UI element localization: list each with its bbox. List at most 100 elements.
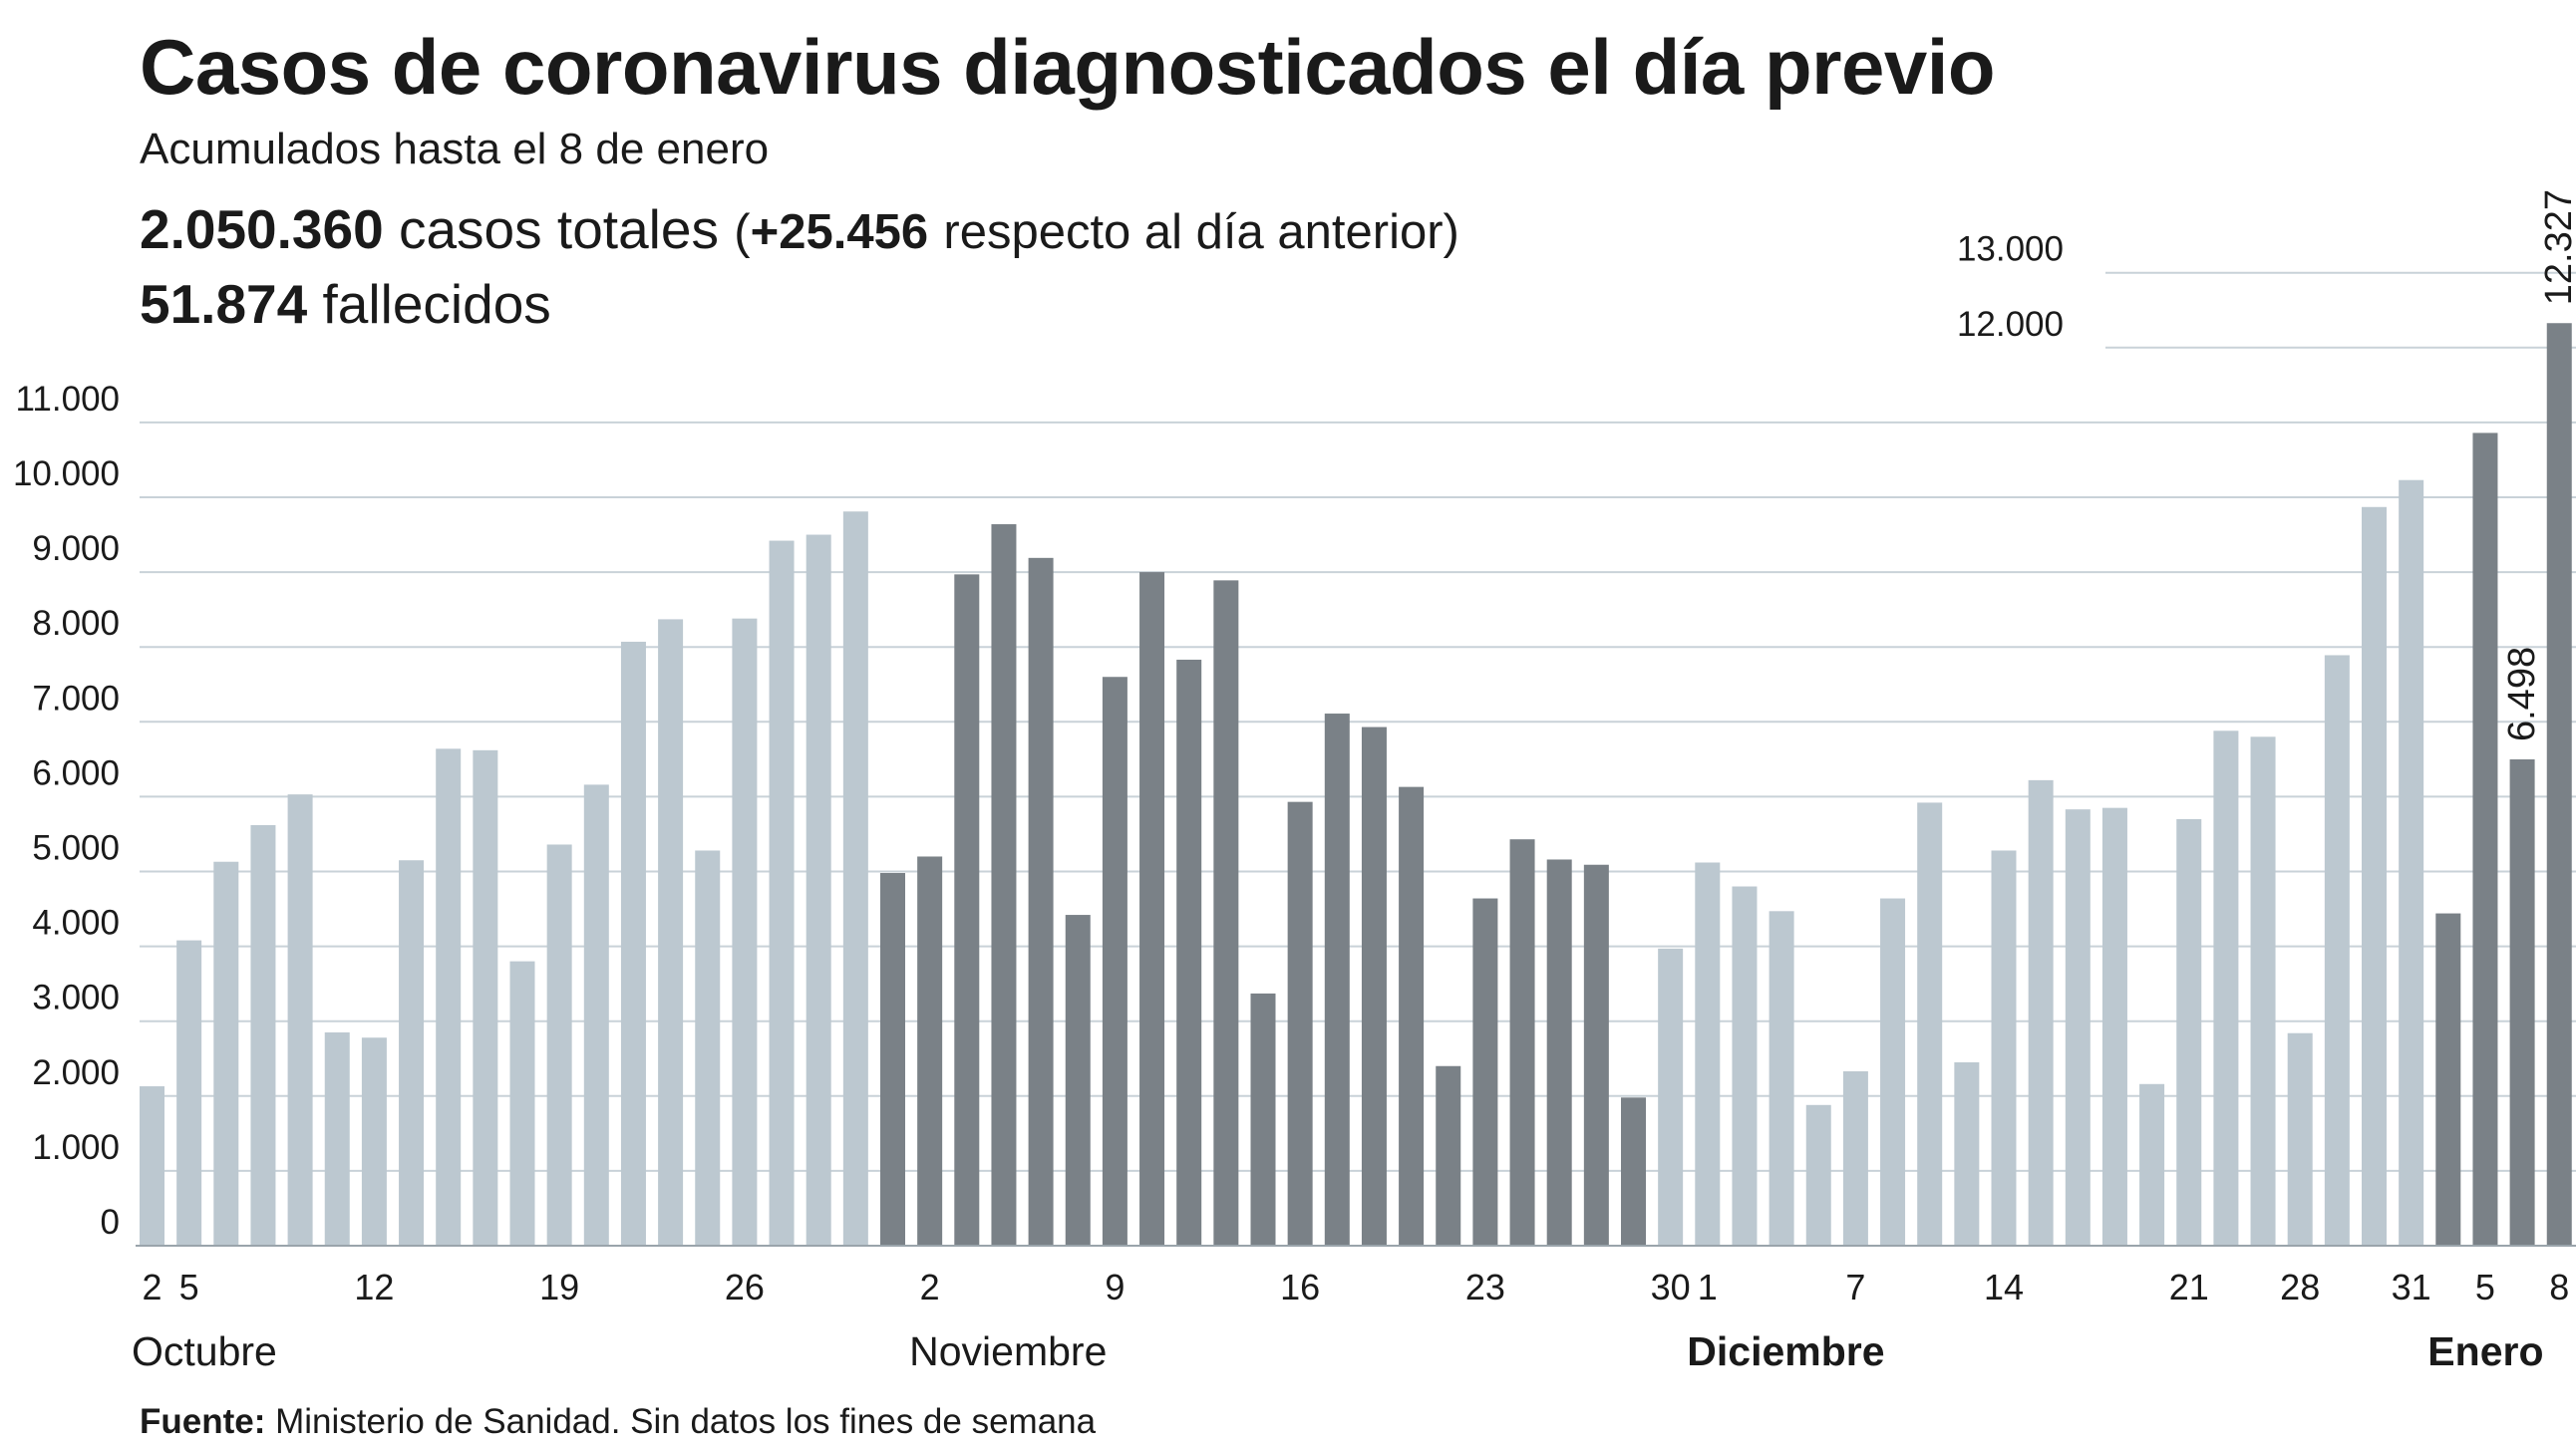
- bar: [954, 574, 980, 1246]
- deaths-value: 51.874: [140, 273, 308, 335]
- y-tick-label: 11.000: [16, 380, 120, 419]
- total-cases-label: casos totales: [398, 198, 719, 260]
- x-tick-label: 19: [539, 1267, 579, 1307]
- bar: [436, 748, 462, 1246]
- daily-increase-value: +25.456: [750, 205, 929, 259]
- bar: [620, 641, 646, 1246]
- bar: [2287, 1032, 2313, 1246]
- bar: [213, 861, 239, 1246]
- y-tick-label: 2.000: [32, 1053, 120, 1092]
- bar: [1805, 1104, 1831, 1246]
- bar: [1399, 786, 1425, 1246]
- bar: [1509, 839, 1535, 1246]
- bar: [546, 844, 572, 1246]
- y-tick-label: 12.000: [1957, 305, 2064, 344]
- bar: [2176, 818, 2202, 1246]
- bar: [2362, 506, 2387, 1246]
- x-tick-label: 12: [354, 1267, 394, 1307]
- bar: [1176, 659, 1202, 1246]
- bar: [250, 824, 276, 1246]
- x-tick-label: 23: [1465, 1267, 1505, 1307]
- bar: [1842, 1071, 1868, 1246]
- x-tick-label: 14: [1984, 1267, 2024, 1307]
- x-tick-label: 7: [1845, 1267, 1865, 1307]
- bar: [2250, 736, 2276, 1246]
- chart-title: Casos de coronavirus diagnosticados el d…: [140, 23, 1996, 111]
- x-tick-label: 9: [1105, 1267, 1125, 1307]
- source-note: Fuente: Ministerio de Sanidad. Sin datos…: [140, 1402, 1097, 1442]
- bar: [842, 511, 868, 1246]
- bar: [1991, 850, 2017, 1246]
- total-cases-value: 2.050.360: [140, 198, 384, 260]
- bar: [1880, 898, 1906, 1246]
- bar: [732, 618, 758, 1246]
- data-label: 6.498: [2501, 647, 2543, 741]
- bar: [2435, 913, 2461, 1246]
- y-tick-label: 1.000: [32, 1128, 120, 1167]
- x-tick-label: 30: [1651, 1267, 1691, 1307]
- bar: [805, 534, 831, 1246]
- bar: [1732, 886, 1758, 1246]
- bar: [399, 860, 425, 1246]
- bar: [583, 784, 609, 1246]
- bar: [1102, 677, 1127, 1246]
- bar: [658, 619, 684, 1246]
- x-tick-label: 1: [1698, 1267, 1718, 1307]
- bar: [880, 873, 905, 1246]
- x-tick-label: 8: [2549, 1267, 2569, 1307]
- bar: [1695, 862, 1721, 1246]
- bar: [769, 540, 795, 1246]
- bar: [2546, 323, 2572, 1246]
- y-tick-label: 5.000: [32, 829, 120, 868]
- deaths-label: fallecidos: [322, 273, 551, 335]
- bar: [140, 1086, 164, 1246]
- y-tick-label: 4.000: [32, 904, 120, 943]
- x-tick-label: 31: [2392, 1267, 2431, 1307]
- bar: [473, 749, 498, 1246]
- bar: [287, 794, 313, 1246]
- bar: [1324, 714, 1350, 1246]
- bar: [1954, 1062, 1980, 1246]
- bar: [1436, 1065, 1461, 1246]
- bar: [2324, 655, 2350, 1246]
- bar: [1213, 580, 1239, 1246]
- deaths-line: 51.874 fallecidos: [140, 274, 551, 335]
- bar: [991, 524, 1017, 1246]
- x-tick-label: 16: [1280, 1267, 1320, 1307]
- bar: [2472, 433, 2498, 1246]
- y-tick-label: 8.000: [32, 604, 120, 643]
- bar: [1139, 572, 1165, 1246]
- x-tick-label: 26: [725, 1267, 765, 1307]
- bar: [2065, 809, 2091, 1246]
- month-label: Noviembre: [909, 1328, 1107, 1374]
- x-tick-label: 2: [142, 1267, 161, 1307]
- x-tick-label: 5: [2475, 1267, 2495, 1307]
- bar: [1546, 859, 1572, 1246]
- bar: [2101, 807, 2127, 1246]
- data-label: 12.327: [2538, 189, 2576, 305]
- bar: [324, 1031, 350, 1246]
- bar: [1621, 1097, 1646, 1246]
- bar: [1065, 915, 1091, 1246]
- bar: [2028, 779, 2054, 1246]
- month-label: Octubre: [132, 1328, 277, 1374]
- daily-increase-label: respecto al día anterior): [943, 205, 1459, 259]
- bar: [1658, 948, 1684, 1246]
- x-tick-label: 5: [179, 1267, 199, 1307]
- total-cases-line: 2.050.360 casos totales (+25.456 respect…: [140, 199, 1459, 260]
- x-tick-label: 28: [2280, 1267, 2320, 1307]
- source-label: Fuente:: [140, 1402, 266, 1441]
- bar: [176, 940, 202, 1246]
- source-text: Ministerio de Sanidad. Sin datos los fin…: [275, 1402, 1097, 1441]
- bar: [2399, 479, 2424, 1246]
- bar: [361, 1037, 387, 1246]
- bar: [1917, 802, 1943, 1246]
- daily-increase-paren: (: [734, 205, 751, 259]
- bar: [695, 850, 721, 1246]
- y-tick-label: 13.000: [1957, 230, 2064, 269]
- bar: [1250, 993, 1276, 1246]
- y-tick-label: 3.000: [32, 979, 120, 1017]
- y-tick-label: 7.000: [32, 679, 120, 718]
- chart-subtitle: Acumulados hasta el 8 de enero: [140, 125, 770, 173]
